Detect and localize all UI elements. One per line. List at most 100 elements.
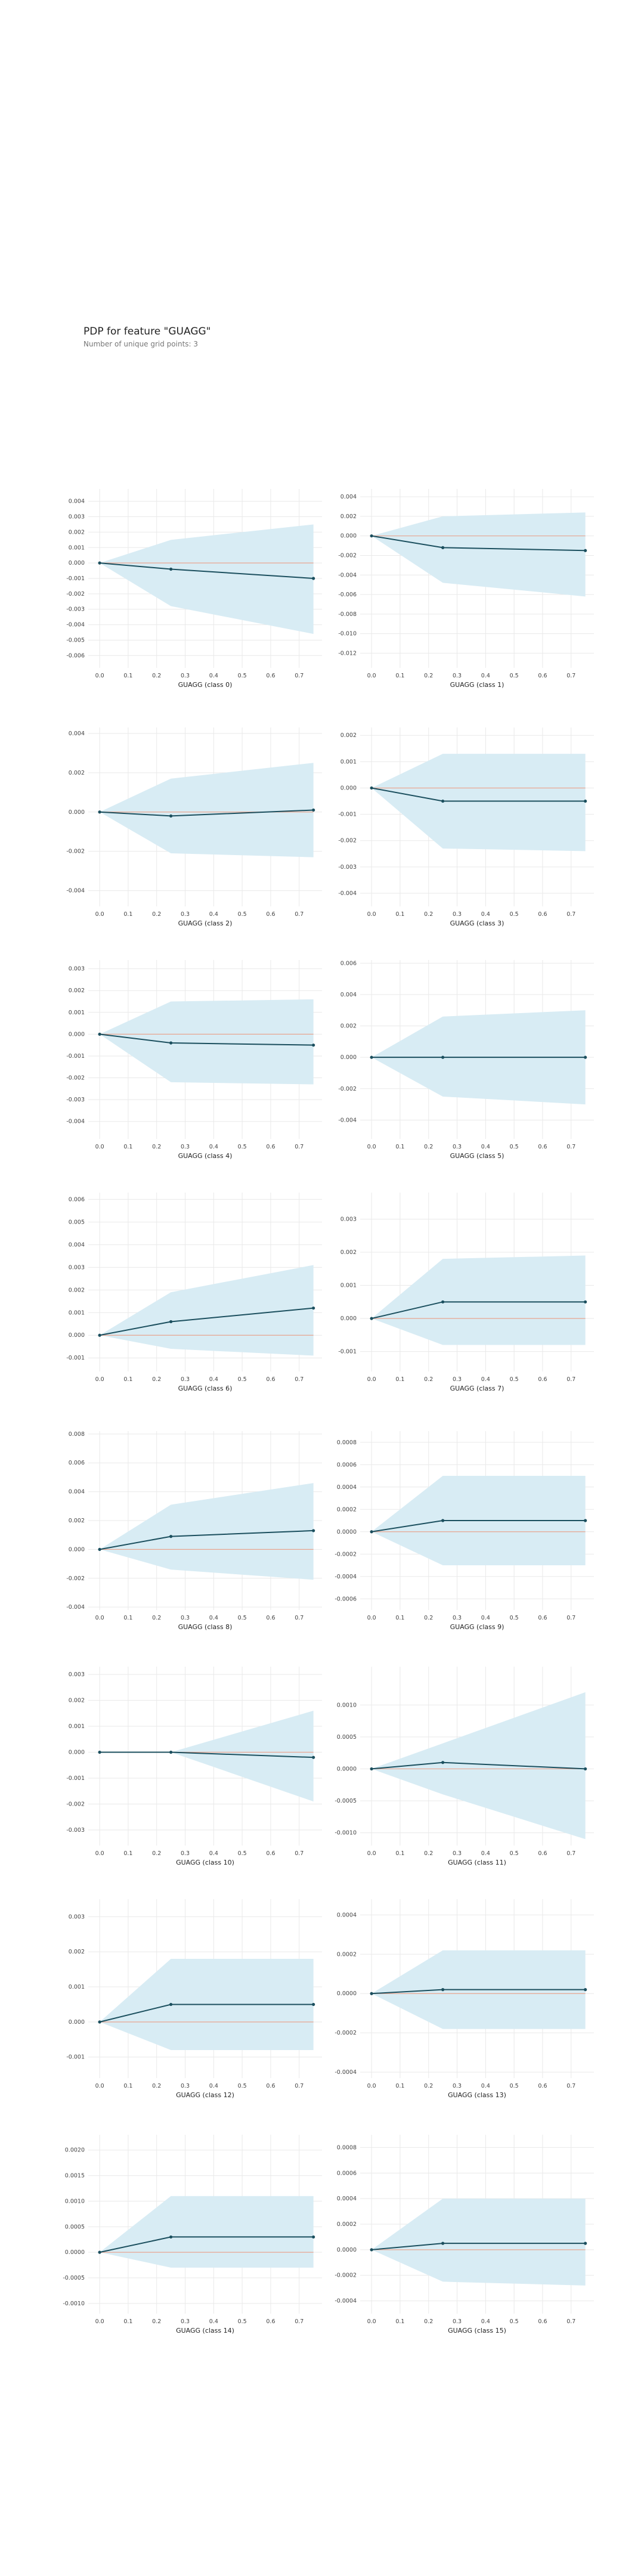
confidence-band xyxy=(371,1692,586,1840)
x-tick-label: 0.5 xyxy=(238,673,247,679)
y-tick-label: 0.006 xyxy=(69,1460,85,1466)
x-tick-label: 0.2 xyxy=(424,1144,433,1150)
y-tick-label: 0.000 xyxy=(69,2019,85,2026)
x-tick-label: 0.3 xyxy=(181,2083,190,2089)
x-tick-label: 0.7 xyxy=(295,2083,304,2089)
x-tick-label: 0.5 xyxy=(510,2318,519,2325)
x-tick-label: 0.2 xyxy=(152,2318,161,2325)
y-tick-label: 0.001 xyxy=(69,1984,85,1990)
x-tick-label: 0.7 xyxy=(295,1376,304,1383)
y-tick-label: -0.003 xyxy=(66,606,85,613)
confidence-band xyxy=(100,2196,314,2268)
x-tick-label: 0.7 xyxy=(295,911,304,918)
y-tick-label: -0.001 xyxy=(66,2054,85,2061)
x-tick-label: 0.6 xyxy=(538,673,547,679)
pdp-point xyxy=(98,1032,101,1036)
x-tick-label: 0.1 xyxy=(395,911,404,918)
y-tick-label: 0.000 xyxy=(340,533,357,540)
y-tick-label: 0.0000 xyxy=(337,1990,357,1997)
y-tick-label: -0.008 xyxy=(338,611,357,618)
x-axis-label: GUAGG (class 3) xyxy=(450,919,504,927)
y-tick-label: 0.0004 xyxy=(337,1912,357,1918)
x-tick-label: 0.6 xyxy=(266,1850,275,1857)
x-axis-label: GUAGG (class 13) xyxy=(448,2091,506,2099)
y-tick-label: 0.0015 xyxy=(65,2173,85,2179)
y-tick-label: 0.0006 xyxy=(337,1462,357,1468)
y-tick-label: -0.0002 xyxy=(335,2030,357,2036)
x-tick-label: 0.7 xyxy=(566,673,575,679)
pdp-panel: -0.001 0.000 0.001 0.002 0.003 0.0 0.1 0.2 0.3 0.… xyxy=(66,1899,322,2099)
pdp-panel: -0.012-0.010-0.008-0.006-0.004-0.0020.00… xyxy=(338,489,594,689)
x-tick-label: 0.1 xyxy=(123,2083,132,2089)
x-tick-label: 0.7 xyxy=(566,911,575,918)
y-tick-label: -0.001 xyxy=(338,812,357,818)
y-tick-label: 0.001 xyxy=(69,1309,85,1316)
x-tick-label: 0.5 xyxy=(238,1376,247,1383)
y-tick-label: 0.002 xyxy=(69,770,85,776)
y-tick-label: 0.008 xyxy=(69,1431,85,1438)
x-tick-label: 0.3 xyxy=(453,911,462,918)
pdp-point xyxy=(98,561,101,565)
x-tick-label: 0.1 xyxy=(395,2083,404,2089)
x-tick-label: 0.4 xyxy=(481,1850,490,1857)
x-tick-label: 0.0 xyxy=(367,1615,376,1621)
x-tick-label: 0.4 xyxy=(209,2318,218,2325)
x-tick-label: 0.1 xyxy=(395,2318,404,2325)
x-axis-label: GUAGG (class 6) xyxy=(178,1385,233,1392)
x-tick-label: 0.7 xyxy=(295,1615,304,1621)
y-tick-label: 0.001 xyxy=(69,544,85,551)
y-tick-label: -0.0010 xyxy=(63,2301,85,2307)
x-tick-label: 0.0 xyxy=(95,1615,104,1621)
pdp-point xyxy=(169,1535,173,1538)
y-tick-label: 0.003 xyxy=(69,1914,85,1920)
y-tick-label: 0.000 xyxy=(69,809,85,816)
y-tick-label: 0.0010 xyxy=(65,2198,85,2205)
y-tick-label: -0.004 xyxy=(338,890,357,897)
y-tick-label: -0.0006 xyxy=(335,1596,357,1602)
x-tick-label: 0.3 xyxy=(181,1144,190,1150)
pdp-point xyxy=(169,1320,173,1324)
y-tick-label: -0.0002 xyxy=(335,1551,357,1558)
x-axis-label: GUAGG (class 5) xyxy=(450,1152,504,1160)
pdp-point xyxy=(584,1055,587,1059)
y-tick-label: -0.004 xyxy=(66,1604,85,1611)
confidence-band xyxy=(100,1265,314,1356)
page-title: PDP for feature "GUAGG" xyxy=(83,326,211,338)
pdp-point xyxy=(98,1547,101,1551)
x-tick-label: 0.2 xyxy=(424,673,433,679)
y-tick-label: 0.002 xyxy=(69,1949,85,1955)
pdp-point xyxy=(312,808,315,812)
pdp-point xyxy=(169,2235,173,2239)
pdp-point xyxy=(169,814,173,818)
pdp-panel: -0.0006 -0.0004 -0.0002 0.0000 0.0002 0.0004 0… xyxy=(335,1431,594,1631)
x-tick-label: 0.1 xyxy=(123,2318,132,2325)
pdp-point xyxy=(441,1300,445,1304)
x-tick-label: 0.5 xyxy=(510,1850,519,1857)
x-tick-label: 0.0 xyxy=(95,2318,104,2325)
pdp-point xyxy=(441,1519,445,1522)
x-tick-label: 0.2 xyxy=(152,1376,161,1383)
x-tick-label: 0.5 xyxy=(510,911,519,918)
y-tick-label: 0.000 xyxy=(340,785,357,791)
pdp-point xyxy=(441,1761,445,1764)
y-tick-label: -0.0004 xyxy=(335,2298,357,2305)
y-tick-label: 0.002 xyxy=(340,1249,357,1256)
x-axis-label: GUAGG (class 15) xyxy=(448,2327,506,2334)
y-tick-label: 0.002 xyxy=(69,529,85,535)
x-tick-label: 0.6 xyxy=(266,673,275,679)
x-tick-label: 0.1 xyxy=(395,1376,404,1383)
y-tick-label: 0.001 xyxy=(69,1723,85,1730)
x-tick-label: 0.2 xyxy=(424,2083,433,2089)
y-tick-label: 0.000 xyxy=(69,1031,85,1038)
x-tick-label: 0.6 xyxy=(266,1144,275,1150)
x-tick-label: 0.4 xyxy=(209,673,218,679)
x-tick-label: 0.7 xyxy=(295,1850,304,1857)
y-tick-label: 0.002 xyxy=(340,732,357,739)
x-tick-label: 0.7 xyxy=(566,1850,575,1857)
y-tick-label: -0.001 xyxy=(338,1349,357,1355)
pdp-point xyxy=(169,1041,173,1045)
x-tick-label: 0.0 xyxy=(367,2318,376,2325)
y-tick-label: 0.0002 xyxy=(337,1506,357,1513)
confidence-band xyxy=(100,999,314,1085)
y-tick-label: -0.004 xyxy=(338,572,357,578)
